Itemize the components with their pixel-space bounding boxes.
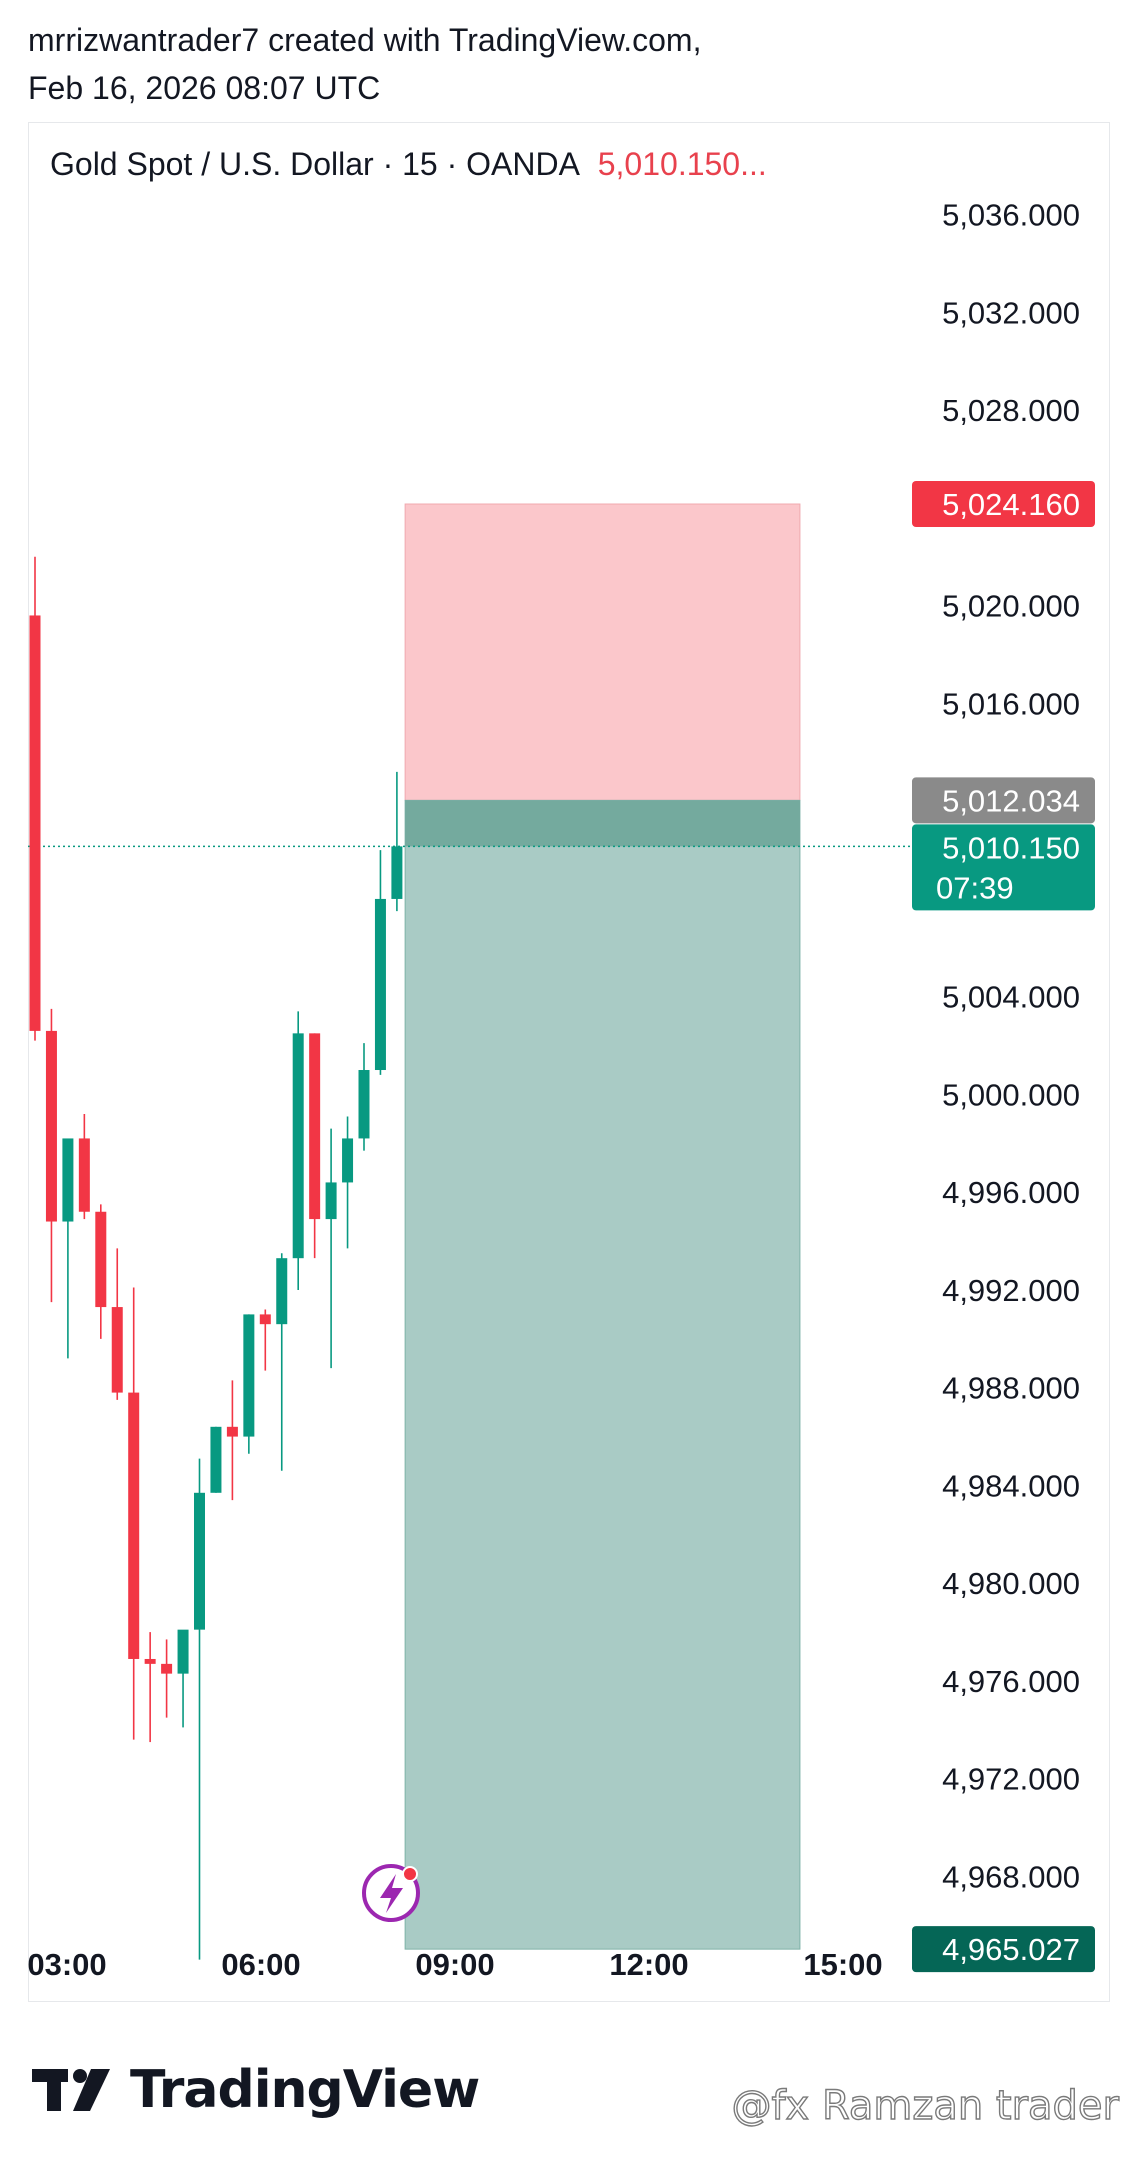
candle-body: [309, 1033, 321, 1220]
y-tick-label: 4,988.000: [942, 1371, 1080, 1406]
candle[interactable]: [161, 1639, 173, 1718]
candle-body: [128, 1392, 140, 1659]
candle-body: [374, 898, 386, 1071]
y-tick-label: 5,004.000: [942, 980, 1080, 1015]
y-tick-label: 5,032.000: [942, 295, 1080, 330]
candle[interactable]: [342, 1116, 354, 1249]
candle[interactable]: [210, 1426, 222, 1493]
candle[interactable]: [78, 1114, 90, 1220]
x-tick-label: 09:00: [415, 1947, 494, 1982]
target-price-badge-bg: [912, 1926, 1095, 1973]
candle-body: [358, 1070, 370, 1139]
y-tick-label: 4,984.000: [942, 1468, 1080, 1503]
candle[interactable]: [45, 1008, 57, 1303]
candle-body: [144, 1658, 156, 1664]
candle-body: [194, 1492, 205, 1630]
candle[interactable]: [128, 1287, 140, 1740]
stop-price-badge-bg: [912, 481, 1095, 528]
candle[interactable]: [144, 1632, 156, 1743]
symbol-title: Gold Spot / U.S. Dollar · 15 · OANDA 5,0…: [50, 146, 767, 183]
candle-body: [342, 1138, 354, 1183]
candle[interactable]: [226, 1380, 238, 1501]
candle-body: [62, 1138, 74, 1222]
y-tick-label: 5,028.000: [942, 393, 1080, 428]
candle[interactable]: [309, 1033, 321, 1259]
author-line: mrrizwantrader7 created with TradingView…: [28, 22, 702, 58]
candle-body: [177, 1629, 189, 1674]
y-tick-label: 5,016.000: [942, 686, 1080, 721]
candle-body: [95, 1211, 107, 1308]
candle[interactable]: [95, 1204, 107, 1339]
stop-loss-zone[interactable]: [404, 503, 801, 801]
target-price-badge-value: 4,965.027: [942, 1932, 1080, 1967]
candle-body: [161, 1663, 173, 1674]
candle-body: [243, 1314, 255, 1437]
x-tick-label: 15:00: [803, 1947, 882, 1982]
symbol-last-price: 5,010.150...: [597, 146, 767, 182]
current-price-badge-value: 5,010.150: [942, 830, 1080, 865]
open-pnl-zone: [405, 800, 800, 847]
y-tick-label: 4,972.000: [942, 1762, 1080, 1797]
y-tick-label: 4,980.000: [942, 1566, 1080, 1601]
current-price-badge[interactable]: 5,010.150 07:39: [912, 824, 1095, 911]
candle-body: [391, 846, 403, 899]
candle[interactable]: [276, 1253, 288, 1471]
tv-logo-icon: [32, 2069, 110, 2111]
x-tick-label: 06:00: [221, 1947, 300, 1982]
target-price-badge[interactable]: 4,965.027: [912, 1926, 1095, 1973]
candle-body: [210, 1426, 222, 1493]
symbol-name: Gold Spot / U.S. Dollar · 15 · OANDA: [50, 146, 580, 182]
candle[interactable]: [391, 771, 403, 912]
candle[interactable]: [259, 1309, 271, 1371]
y-tick-label: 4,976.000: [942, 1664, 1080, 1699]
candle-body: [259, 1314, 271, 1325]
brand-name: TradingView: [130, 2060, 480, 2120]
x-tick-label: 12:00: [609, 1947, 688, 1982]
candle[interactable]: [243, 1314, 255, 1454]
y-tick-label: 5,000.000: [942, 1077, 1080, 1112]
y-tick-label: 5,020.000: [942, 589, 1080, 624]
current-price-badge-bg: [912, 824, 1095, 911]
candle-body: [29, 615, 41, 1031]
candle-body: [292, 1033, 304, 1259]
y-tick-label: 4,968.000: [942, 1859, 1080, 1894]
candle[interactable]: [194, 1458, 205, 1960]
candle-body: [276, 1258, 288, 1325]
snapshot-timestamp: Feb 16, 2026 08:07 UTC: [28, 70, 381, 106]
candle[interactable]: [177, 1629, 189, 1728]
candle[interactable]: [358, 1043, 370, 1151]
stop-price-badge-value: 5,024.160: [942, 487, 1080, 522]
candle[interactable]: [325, 1128, 337, 1369]
candle[interactable]: [292, 1011, 304, 1290]
candle-body: [111, 1307, 123, 1393]
y-tick-label: 4,996.000: [942, 1175, 1080, 1210]
take-profit-zone[interactable]: [404, 799, 801, 1950]
candle-body: [45, 1030, 57, 1222]
candle[interactable]: [374, 850, 386, 1075]
candle-body: [226, 1426, 238, 1437]
candle[interactable]: [29, 556, 41, 1041]
lightning-icon[interactable]: [362, 1864, 420, 1922]
candle-body: [325, 1182, 337, 1220]
candle-body: [78, 1138, 90, 1212]
entry-price-badge-bg: [912, 777, 1095, 824]
y-tick-label: 5,036.000: [942, 198, 1080, 233]
chart-panel[interactable]: [28, 122, 1110, 2002]
current-price-badge-countdown: 07:39: [936, 870, 1014, 905]
y-tick-label: 4,992.000: [942, 1273, 1080, 1308]
candle[interactable]: [62, 1138, 74, 1359]
x-tick-label: 03:00: [27, 1947, 106, 1982]
stop-price-badge[interactable]: 5,024.160: [912, 481, 1095, 528]
entry-price-badge-value: 5,012.034: [942, 783, 1080, 818]
entry-price-badge[interactable]: 5,012.034: [912, 777, 1095, 824]
tradingview-logo[interactable]: TradingView: [30, 2055, 480, 2125]
candle[interactable]: [111, 1248, 123, 1400]
watermark-text: @fx Ramzan trader: [731, 2082, 1120, 2129]
